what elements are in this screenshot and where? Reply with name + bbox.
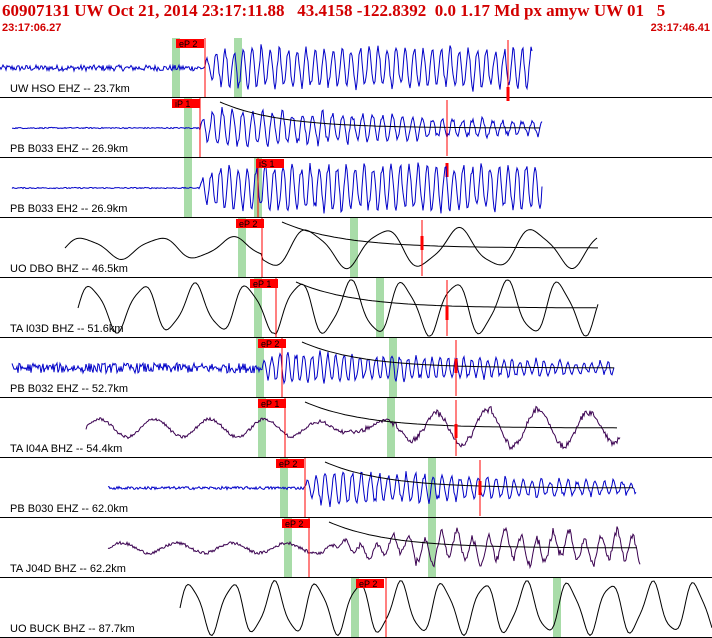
- amplitude-bar: [478, 481, 482, 495]
- pick-label: eP 1: [261, 399, 279, 409]
- station-label: PB B030 EHZ -- 62.0km: [10, 503, 128, 515]
- phase-window: [238, 218, 246, 277]
- trace-row[interactable]: eP 2 UO BUCK BHZ -- 87.7km: [0, 578, 712, 638]
- coda-curve: [304, 401, 618, 429]
- event-title: 60907131 UW Oct 21, 2014 23:17:11.88 43.…: [2, 1, 666, 20]
- waveform: [0, 44, 533, 92]
- phase-window: [376, 278, 384, 337]
- phase-window: [351, 578, 359, 637]
- pick-box[interactable]: [258, 339, 286, 348]
- trace-row[interactable]: iP 1 PB B033 EHZ -- 26.9km: [0, 98, 712, 177]
- coda-curve: [301, 341, 615, 369]
- pick-label: eP 2: [279, 459, 297, 469]
- phase-window: [350, 218, 358, 277]
- phase-window: [428, 458, 436, 517]
- waveform: [179, 579, 712, 637]
- coda-curve: [328, 521, 637, 549]
- pick-box[interactable]: [176, 39, 204, 48]
- phase-window: [258, 398, 266, 457]
- amplitude-bar: [454, 424, 458, 438]
- pick-label: eP 2: [359, 579, 377, 589]
- coda-curve: [281, 221, 598, 249]
- station-label: PB B032 EHZ -- 52.7km: [10, 383, 128, 395]
- phase-window: [553, 578, 561, 637]
- pick-label: iS 1: [259, 159, 275, 169]
- trace-row[interactable]: eP 2 UW HSO EHZ -- 23.7km: [0, 38, 712, 101]
- pick-box[interactable]: [236, 219, 264, 228]
- station-label: UO DBO BHZ -- 46.5km: [10, 263, 128, 275]
- station-label: TA I03D BHZ -- 51.6km: [10, 323, 124, 335]
- end-time: 23:17:46.41: [650, 22, 710, 34]
- amplitude-bar: [445, 306, 449, 320]
- trace-row[interactable]: iS 1 PB B033 EH2 -- 26.9km: [0, 158, 712, 218]
- pick-label: eP 2: [285, 519, 303, 529]
- waveform: [77, 279, 599, 337]
- station-label: TA J04D BHZ -- 62.2km: [10, 563, 126, 575]
- phase-window: [254, 278, 262, 337]
- start-time: 23:17:06.27: [2, 22, 62, 34]
- event-header: 60907131 UW Oct 21, 2014 23:17:11.88 43.…: [0, 0, 712, 38]
- station-label: PB B033 EHZ -- 26.9km: [10, 143, 128, 155]
- waveform: [85, 405, 621, 451]
- pick-label: eP 2: [261, 339, 279, 349]
- pick-label: eP 1: [253, 279, 271, 289]
- pick-box[interactable]: [256, 159, 284, 168]
- trace-row[interactable]: eP 2 TA J04D BHZ -- 62.2km: [0, 518, 712, 578]
- amplitude-bar: [420, 236, 424, 250]
- phase-window: [428, 518, 436, 577]
- phase-window: [280, 458, 288, 517]
- trace-row[interactable]: eP 2 PB B032 EHZ -- 52.7km: [0, 338, 712, 398]
- station-label: TA I04A BHZ -- 54.4km: [10, 443, 122, 455]
- amplitude-bar: [506, 87, 510, 101]
- pick-box[interactable]: [276, 459, 304, 468]
- amplitude-bar: [445, 163, 449, 177]
- pick-label: iP 1: [175, 99, 190, 109]
- coda-curve: [295, 281, 596, 309]
- waveform: [11, 162, 543, 214]
- trace-row[interactable]: eP 1 TA I04A BHZ -- 54.4km: [0, 398, 712, 458]
- pick-box[interactable]: [356, 579, 384, 588]
- phase-window: [284, 518, 292, 577]
- amplitude-bar: [454, 359, 458, 373]
- station-label: UO BUCK BHZ -- 87.7km: [10, 623, 135, 635]
- waveform: [11, 107, 543, 148]
- pick-label: eP 2: [239, 219, 257, 229]
- seismogram-panel: eP 2 UW HSO EHZ -- 23.7km iP 1 PB B033 EHZ …: [0, 38, 712, 638]
- waveform: [107, 526, 641, 570]
- pick-box[interactable]: [172, 99, 200, 108]
- coda-curve: [219, 101, 540, 129]
- trace-row[interactable]: eP 2 UO DBO BHZ -- 46.5km: [0, 218, 712, 278]
- pick-label: eP 2: [179, 39, 197, 49]
- trace-row[interactable]: eP 1 TA I03D BHZ -- 51.6km: [0, 278, 712, 338]
- waveform: [64, 226, 598, 270]
- pick-box[interactable]: [250, 279, 278, 288]
- pick-box[interactable]: [258, 399, 286, 408]
- station-label: PB B033 EH2 -- 26.9km: [10, 203, 127, 215]
- phase-window: [387, 398, 395, 457]
- trace-row[interactable]: eP 2 PB B030 EHZ -- 62.0km: [0, 458, 712, 518]
- phase-window: [184, 158, 192, 217]
- phase-window: [389, 338, 397, 397]
- pick-box[interactable]: [282, 519, 310, 528]
- station-label: UW HSO EHZ -- 23.7km: [10, 83, 130, 95]
- phase-window: [234, 38, 242, 97]
